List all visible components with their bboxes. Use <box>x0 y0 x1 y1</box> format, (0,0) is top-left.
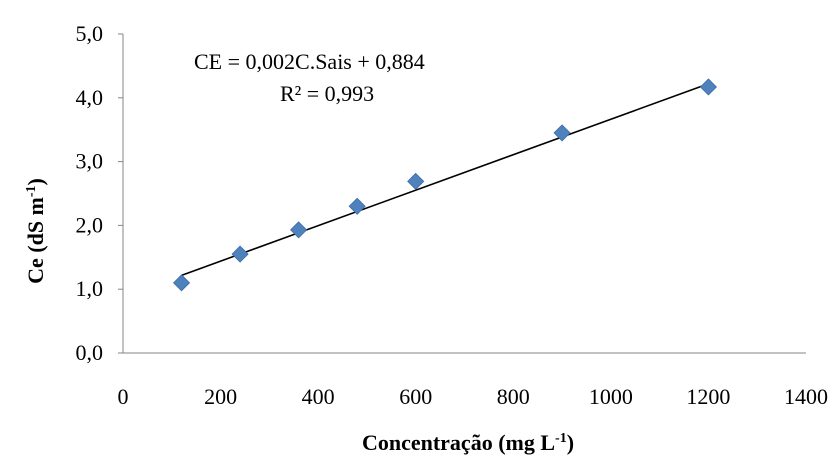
y-tick-label: 1,0 <box>76 276 104 301</box>
data-point-diamond <box>553 124 571 142</box>
y-tick-label: 3,0 <box>76 149 104 174</box>
x-tick-label: 800 <box>497 384 530 409</box>
data-point-diamond <box>172 274 191 292</box>
data-point-diamond <box>348 197 366 215</box>
x-tick-label: 1400 <box>784 384 828 409</box>
data-point-diamond <box>290 221 308 239</box>
linear-trendline <box>181 83 709 277</box>
data-point-diamond <box>231 245 249 263</box>
r-squared-label: R² = 0,993 <box>280 81 374 106</box>
y-tick-label: 2,0 <box>76 212 104 237</box>
data-points <box>172 78 717 292</box>
y-tick-label: 0,0 <box>76 340 104 365</box>
x-tick-label: 0 <box>118 384 129 409</box>
data-point-diamond <box>407 172 425 190</box>
x-tick-label: 200 <box>204 384 237 409</box>
y-tick-label: 5,0 <box>76 21 104 46</box>
y-tick-label: 4,0 <box>76 85 104 110</box>
x-tick-label: 1000 <box>589 384 633 409</box>
y-axis-title: Ce (dS m-1) <box>23 178 48 284</box>
x-tick-label: 600 <box>399 384 432 409</box>
x-axis-title: Concentração (mg L-1) <box>362 430 574 455</box>
data-point-diamond <box>699 78 717 96</box>
x-tick-label: 1200 <box>686 384 730 409</box>
regression-equation: CE = 0,002C.Sais + 0,884 <box>194 49 425 74</box>
y-tick-labels: 0,0 1,0 2,0 3,0 4,0 5,0 <box>76 21 123 365</box>
x-tick-label: 400 <box>302 384 335 409</box>
x-tick-labels: 0 200 400 600 800 1000 1200 1400 <box>118 384 829 409</box>
